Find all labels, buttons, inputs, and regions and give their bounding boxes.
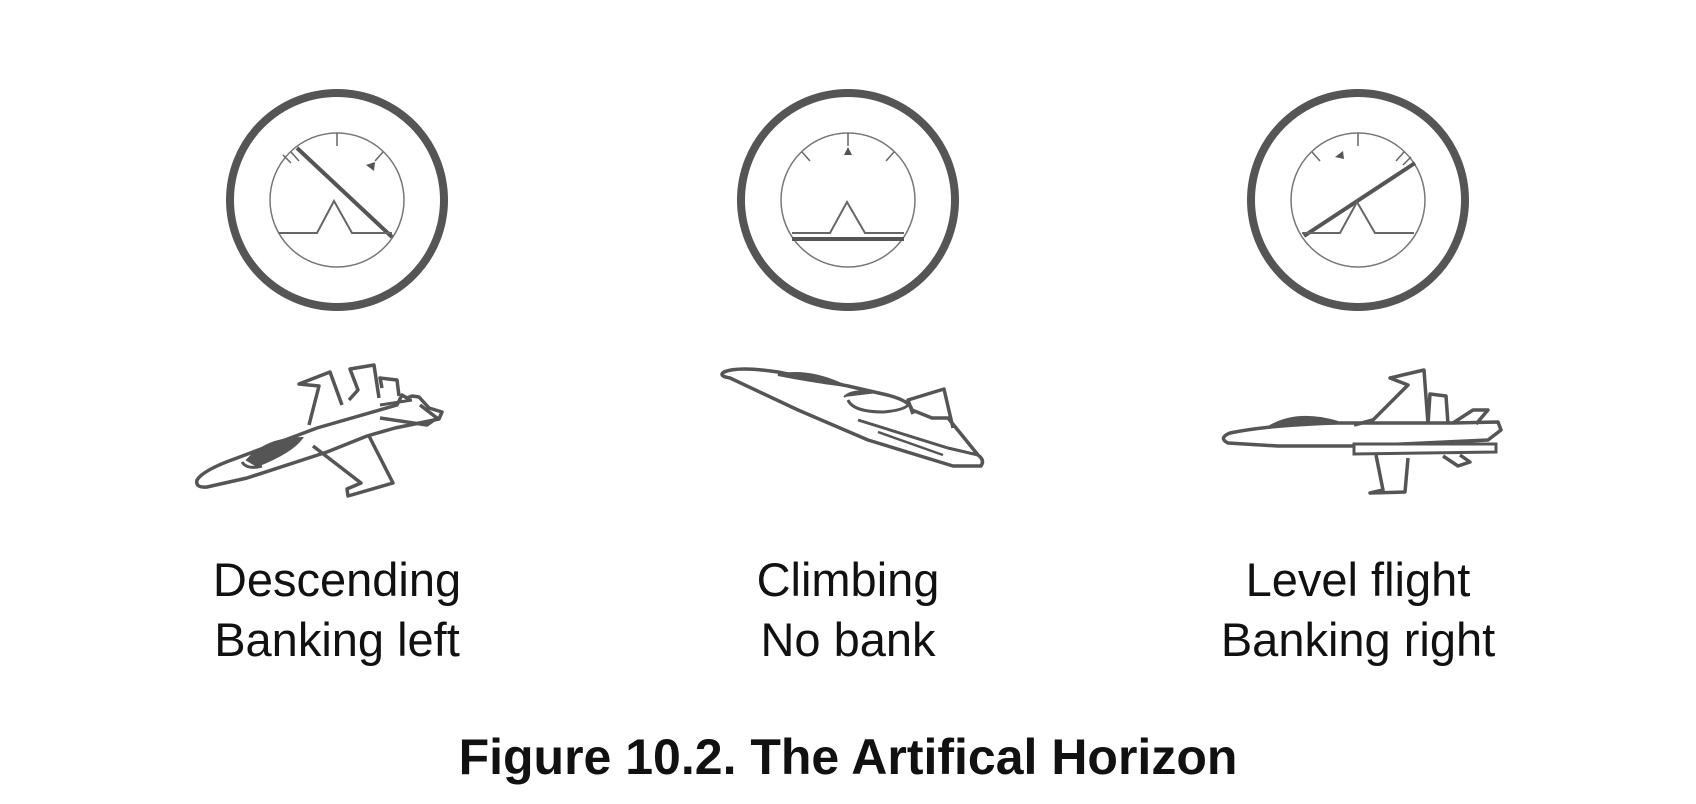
caption-line1: Climbing — [756, 553, 940, 606]
panel-level-flight: Level flight Banking right — [1158, 0, 1558, 700]
attitude-indicator-icon — [737, 89, 959, 311]
caption-line1: Descending — [212, 553, 462, 606]
caption-level-flight: Level flight Banking right — [1158, 550, 1558, 670]
jet-aircraft-icon — [720, 367, 985, 468]
figure-title: Figure 10.2. The Artifical Horizon — [458, 729, 1238, 785]
caption-line1: Level flight — [1245, 553, 1471, 606]
panel-climbing-graphic — [720, 89, 985, 468]
caption-line2: No bank — [760, 613, 936, 666]
caption-line2: Banking left — [214, 613, 460, 666]
caption-descending: Descending Banking left — [137, 550, 537, 670]
jet-aircraft-icon — [194, 363, 444, 498]
caption-climbing: Climbing No bank — [648, 550, 1048, 670]
panel-descending-graphic — [194, 89, 448, 498]
panel-climbing: Climbing No bank — [648, 0, 1048, 700]
panel-descending: Descending Banking left — [137, 0, 537, 700]
attitude-indicator-icon — [226, 89, 448, 311]
panel-level-flight-graphic — [1221, 89, 1503, 495]
jet-aircraft-icon — [1221, 368, 1503, 495]
caption-line2: Banking right — [1220, 613, 1496, 666]
attitude-indicator-icon — [1247, 89, 1469, 311]
